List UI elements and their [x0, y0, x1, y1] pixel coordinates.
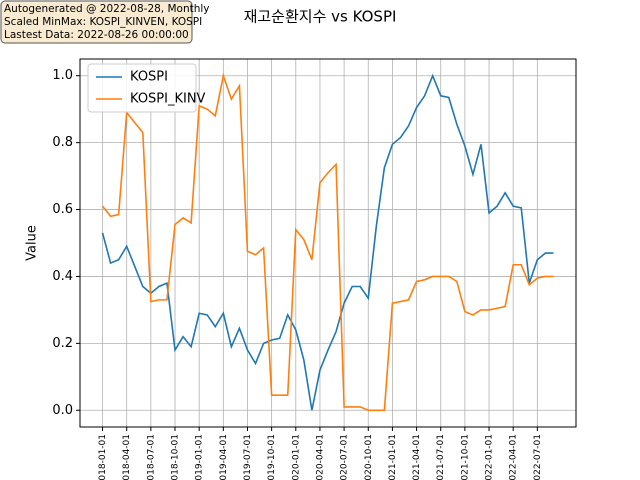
lines [101, 72, 554, 412]
x-tick-label: 2018-10-01 [171, 434, 181, 480]
y-tick-label: 0.2 [52, 336, 73, 351]
legend-box [87, 63, 197, 113]
x-tick-label: 2021-10-01 [460, 434, 470, 480]
legend-label: KOSPI_KINV [130, 92, 206, 107]
x-tick-label: 2022-04-01 [509, 434, 519, 480]
x-tick-label: 2018-07-01 [146, 434, 156, 480]
x-tick-label: 2020-07-01 [340, 434, 350, 480]
x-tick-label: 2022-07-01 [533, 434, 543, 480]
annotation: Autogenerated @ 2022-08-28, Monthly [4, 3, 210, 15]
legend-label: KOSPI [130, 70, 168, 85]
y-tick-label: 0.4 [52, 269, 73, 284]
x-tick-label: 2021-04-01 [412, 434, 422, 480]
x-tick-label: 2021-07-01 [436, 434, 446, 480]
series-line [101, 73, 554, 411]
x-tick-label: 2018-04-01 [122, 434, 132, 480]
x-tick-label: 2019-07-01 [243, 434, 253, 480]
y-tick-label: 0.0 [52, 403, 73, 418]
x-tick-label: 2018-01-01 [98, 434, 108, 480]
x-tick-label: 2020-04-01 [315, 434, 325, 480]
x-tick-label: 2020-01-01 [291, 434, 301, 480]
x-tick-label: 2022-01-01 [485, 434, 495, 480]
y-tick-label: 0.8 [52, 135, 73, 150]
x-tick-label: 2019-01-01 [195, 434, 205, 480]
legend: KOSPI KOSPI_KINV [87, 63, 206, 113]
annotation-box [0, 0, 193, 44]
x-tick-label: 2020-10-01 [364, 434, 374, 480]
annotation: Scaled MinMax: KOSPI_KINVEN, KOSPI [4, 16, 202, 28]
annotation: Lastest Data: 2022-08-26 00:00:00 [4, 29, 189, 41]
y-tick-label: 0.6 [52, 202, 73, 217]
y-axis-label: Value [25, 225, 40, 261]
plot-frame [79, 58, 577, 428]
x-tick-label: 2019-04-01 [219, 434, 229, 480]
x-tick-label: 2021-01-01 [388, 434, 398, 480]
series-line [101, 72, 554, 412]
chart-title: 재고순환지수 vs KOSPI [244, 8, 397, 26]
x-tick-label: 2019-10-01 [267, 434, 277, 480]
y-tick-label: 1.0 [52, 68, 73, 83]
